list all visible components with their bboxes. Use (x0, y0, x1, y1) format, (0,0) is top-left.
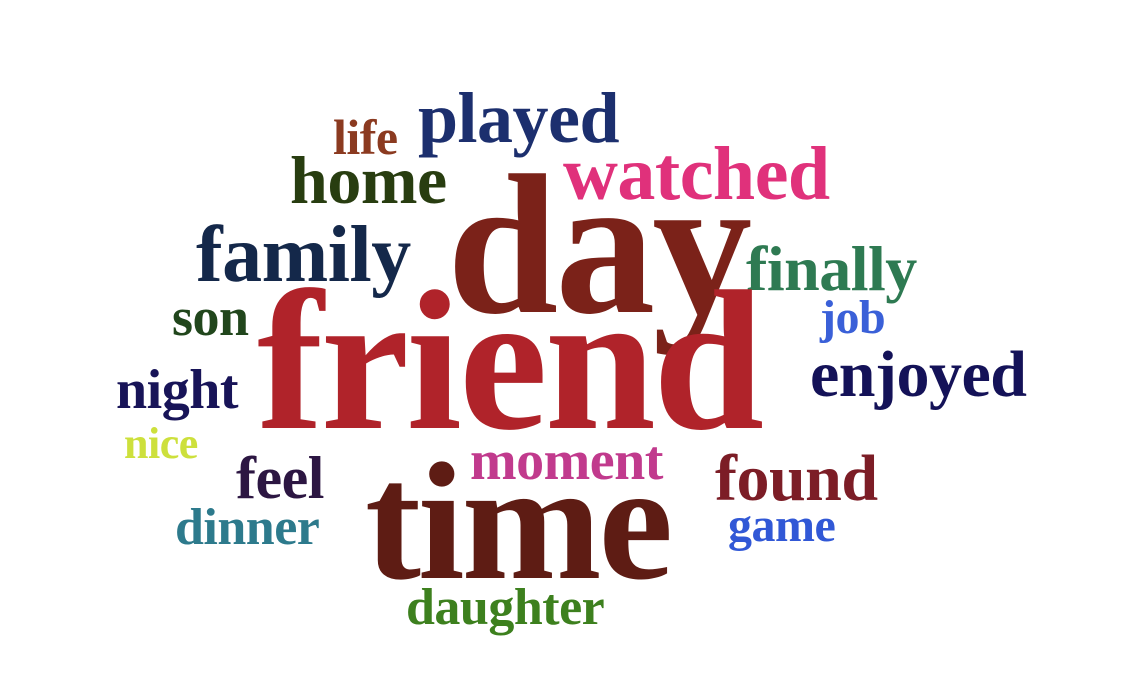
word-night: night (116, 359, 239, 421)
word-daughter: daughter (406, 579, 605, 636)
word-feel: feel (236, 445, 324, 511)
word-dinner: dinner (175, 499, 320, 556)
word-found: found (715, 442, 878, 515)
word-day: day (447, 135, 752, 356)
word-played: played (418, 78, 620, 158)
word-moment: moment (470, 430, 663, 492)
word-enjoyed: enjoyed (810, 338, 1027, 411)
word-job: job (820, 291, 886, 344)
word-nice: nice (124, 419, 198, 468)
word-family: family (196, 211, 411, 299)
word-watched: watched (563, 132, 830, 216)
word-son: son (172, 287, 249, 347)
word-home: home (290, 142, 447, 218)
word-finally: finally (746, 233, 917, 304)
word-game: game (728, 499, 836, 552)
word-time: time (365, 429, 673, 615)
word-friend: friend (257, 251, 764, 472)
word-life: life (333, 109, 398, 165)
